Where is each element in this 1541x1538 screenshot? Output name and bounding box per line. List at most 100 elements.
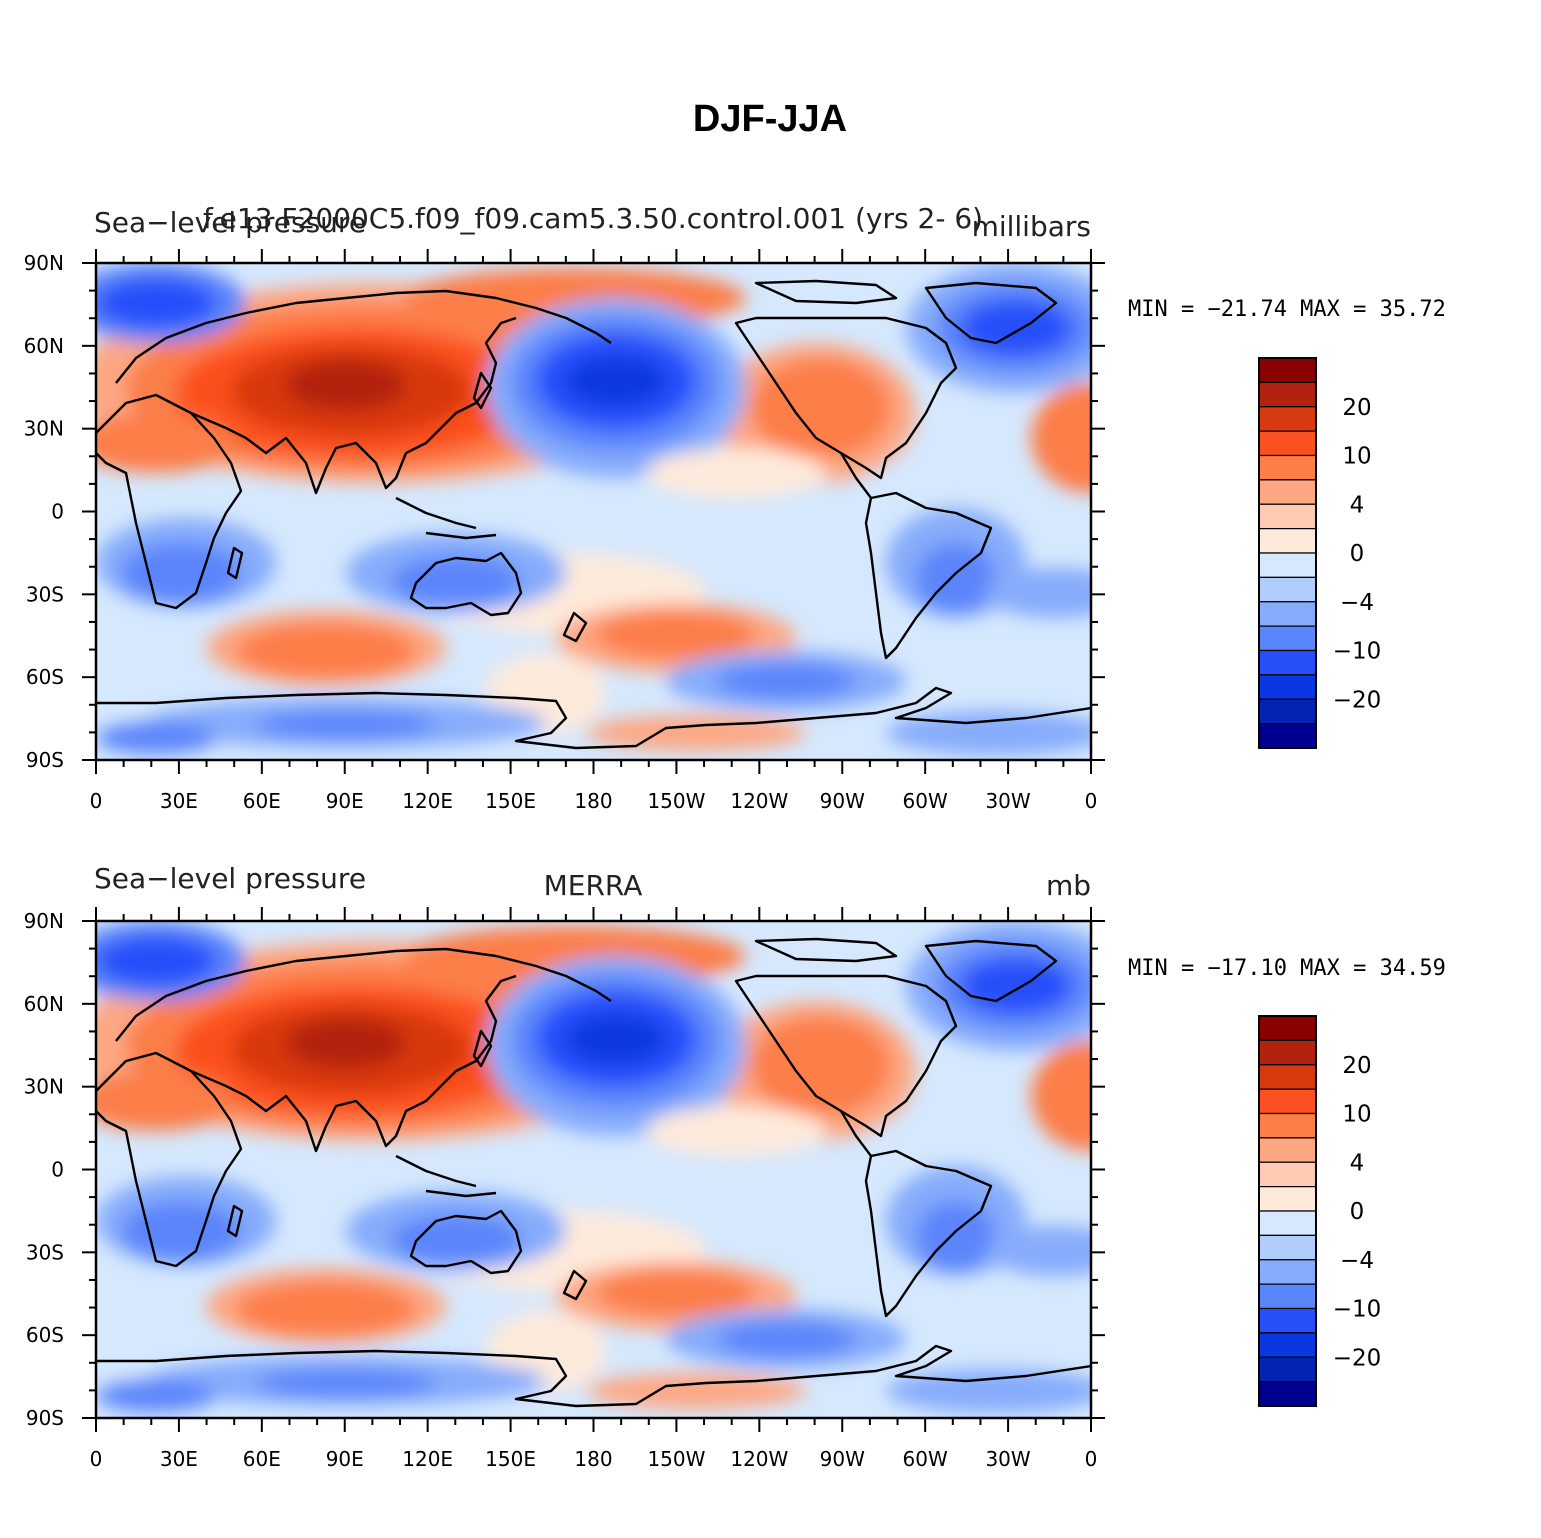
lon-tick-label: 0 [1085,1447,1098,1471]
colorbar-frame [1258,357,1317,749]
panel-2-units: mb [1046,869,1091,902]
panel-2-lon-axis: 0 30E 60E 90E 120E 150E 180 150W 120W 90W 60W 30W 0 [90,907,1098,1471]
colorbar-box [1258,1161,1317,1188]
lon-tick-label: 120E [402,789,453,813]
colorbar-box [1258,552,1317,578]
lon-tick-label: 0 [90,789,103,813]
panel-1-lat-axis: 90N 60N 30N 0 30S 60S 90S [24,251,1105,772]
panel-2-field [96,921,1091,1418]
lon-tick-label: 90E [326,1447,364,1471]
colorbar-box [1258,576,1317,603]
colorbar-box [1258,406,1317,432]
lon-tick-label: 150E [485,1447,536,1471]
colorbar-box [1258,1039,1317,1066]
colorbar-label: 0 [1350,1199,1365,1225]
panel-2-min-max: MIN = −17.10 MAX = 34.59 [1128,956,1446,981]
lon-tick-label: 90W [820,789,865,813]
colorbar-label: 10 [1342,444,1371,470]
lat-tick-label: 0 [51,500,64,524]
panel-2-title-left: Sea−level pressure [94,862,366,895]
panel-1-field [96,263,1091,760]
colorbar-box [1258,1137,1317,1163]
colorbar-frame [1258,1015,1317,1407]
colorbar-label: −4 [1340,590,1374,616]
lon-tick-label: 30W [985,789,1030,813]
colorbar-box [1258,479,1317,505]
colorbar-label: 10 [1342,1102,1371,1128]
colorbar-box [1258,1186,1317,1212]
colorbar-box [1258,698,1317,725]
colorbar-box [1258,674,1317,700]
colorbar-label: −4 [1340,1248,1374,1274]
colorbar-box [1258,1234,1317,1261]
colorbar-box [1258,1307,1317,1334]
panel-2-lat-axis: 90N 60N 30N 0 30S 60S 90S [24,909,1105,1430]
panel-1-title-center: f.e13.F2000C5.f09_f09.cam5.3.50.control.… [203,202,983,235]
lon-tick-label: 150E [485,789,536,813]
lat-tick-label: 90S [26,1406,64,1430]
lon-tick-label: 150W [647,1447,705,1471]
lat-tick-label: 60N [24,992,64,1016]
colorbar-box [1258,503,1317,530]
colorbar-label: 20 [1342,1053,1371,1079]
lat-tick-label: 90N [24,251,64,275]
colorbar-box [1258,454,1317,481]
lat-tick-label: 60N [24,334,64,358]
lon-tick-label: 30E [160,1447,198,1471]
colorbar-label: −20 [1333,687,1382,713]
lon-tick-label: 30W [985,1447,1030,1471]
panel-2-title-center: MERRA [544,869,643,902]
lon-tick-label: 60E [243,789,281,813]
lon-tick-label: 180 [574,789,612,813]
colorbar-label: 4 [1350,492,1365,518]
lat-tick-label: 90N [24,909,64,933]
lon-tick-label: 180 [574,1447,612,1471]
panel-1-min-max: MIN = −21.74 MAX = 35.72 [1128,297,1446,322]
lon-tick-label: 120E [402,1447,453,1471]
lat-tick-label: 30S [26,582,64,606]
panel-1-title-left: Sea−level pressure [94,206,366,239]
colorbar-box [1258,430,1317,457]
lon-tick-label: 90E [326,789,364,813]
lon-tick-label: 60W [903,1447,948,1471]
lon-tick-label: 0 [1085,789,1098,813]
colorbar-box [1258,528,1317,554]
colorbar-box [1258,1210,1317,1236]
lat-tick-label: 60S [26,1323,64,1347]
figure-title: DJF-JJA [693,98,847,140]
colorbar-label: 20 [1342,395,1371,421]
colorbar-box [1258,1064,1317,1090]
lat-tick-label: 90S [26,748,64,772]
colorbar-label: 4 [1350,1150,1365,1176]
panel-2: Sea−level pressure MERRA mb 0 30E 60E 90E 12… [24,862,1446,1471]
colorbar-box [1258,1088,1317,1115]
lon-tick-label: 150W [647,789,705,813]
panel-1-colorbar: 20 10 4 0 −4 −10 −20 [1258,357,1382,749]
colorbar-box [1258,1259,1317,1285]
colorbar-label: 0 [1350,541,1365,567]
colorbar-box [1258,1381,1317,1407]
lat-tick-label: 60S [26,665,64,689]
lon-tick-label: 60W [903,789,948,813]
colorbar-label: −10 [1333,639,1382,665]
colorbar-box [1258,1283,1317,1310]
lon-tick-label: 120W [730,1447,788,1471]
lat-tick-label: 30N [24,1075,64,1099]
colorbar-box [1258,381,1317,408]
colorbar-box [1258,1112,1317,1139]
colorbar-box [1258,649,1317,676]
panel-1-units: millibars [972,210,1091,243]
colorbar-box [1258,723,1317,749]
colorbar-box [1258,357,1317,383]
lat-tick-label: 30S [26,1240,64,1264]
lat-tick-label: 0 [51,1158,64,1182]
colorbar-box [1258,625,1317,652]
colorbar-box [1258,1356,1317,1383]
lat-tick-label: 30N [24,417,64,441]
lon-tick-label: 90W [820,1447,865,1471]
colorbar-label: −10 [1333,1297,1382,1323]
panel-1-lon-axis: 0 30E 60E 90E 120E 150E 180 150W 120W 90W 60W 30W 0 [90,249,1098,813]
panel-1: Sea−level pressure f.e13.F2000C5.f09_f09… [24,202,1446,813]
colorbar-box [1258,1015,1317,1041]
